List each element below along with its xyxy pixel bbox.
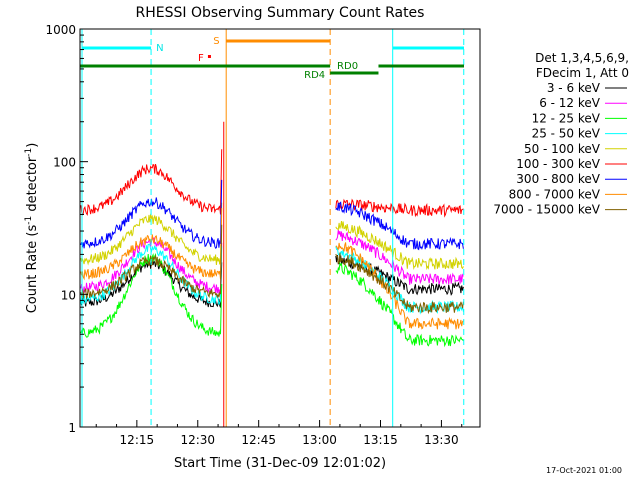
x-tick-label: 12:30 xyxy=(180,433,215,447)
x-axis-label: Start Time (31-Dec-09 12:01:02) xyxy=(174,456,386,471)
legend-item-label: 7000 - 15000 keV xyxy=(493,203,600,217)
series-100-300-kev-post-line xyxy=(335,198,464,218)
series-6-12-kev-post-line xyxy=(335,229,464,285)
x-tick-label: 13:30 xyxy=(424,433,459,447)
series-100-300-kev-pre-line xyxy=(80,149,223,217)
legend-item-label: 12 - 25 keV xyxy=(532,111,601,125)
legend-item-label: 50 - 100 keV xyxy=(524,142,601,156)
flare-marker xyxy=(207,55,211,58)
plot-frame xyxy=(79,28,481,428)
legend-item-label: 3 - 6 keV xyxy=(547,81,601,95)
x-tick-label: 13:00 xyxy=(302,433,337,447)
legend-header-line-1: Det 1,3,4,5,6,9, xyxy=(535,51,629,65)
series-50-100-kev-post-line xyxy=(335,221,464,271)
series-12-25-kev-pre-line xyxy=(80,252,223,338)
series-800-7000-kev-post-line xyxy=(335,242,464,330)
legend: Det 1,3,4,5,6,9, FDecim 1, Att 0 3 - 6 k… xyxy=(493,51,629,217)
y-tick-label: 100 xyxy=(53,156,76,170)
saa-label: S xyxy=(213,36,219,47)
legend-item-label: 100 - 300 keV xyxy=(516,157,600,171)
axes: 12:15 12:30 12:45 13:00 13:15 13:30 1 10 100 1000 xyxy=(45,23,463,447)
series-300-800-kev-pre-line xyxy=(80,179,223,249)
series-50-100-kev-pre-line xyxy=(80,202,223,266)
y-tick-label: 10 xyxy=(61,288,76,302)
x-tick-label: 12:15 xyxy=(120,433,155,447)
rd4-label: RD4 xyxy=(304,70,325,81)
series-layer xyxy=(80,149,464,348)
flare-label: F xyxy=(198,53,204,64)
y-axis-label: Count Rate (s-1 detector-1) xyxy=(24,143,40,314)
x-tick-label: 13:15 xyxy=(363,433,398,447)
legend-item-label: 6 - 12 keV xyxy=(539,96,601,110)
series-300-800-kev-post-line xyxy=(335,201,464,251)
legend-header-line-2: FDecim 1, Att 0 xyxy=(536,66,629,80)
legend-item-label: 25 - 50 keV xyxy=(532,127,601,141)
x-tick-label: 12:45 xyxy=(241,433,276,447)
overlay-layer: N SF RD0 RD4 xyxy=(80,29,465,427)
chart-title: RHESSI Observing Summary Count Rates xyxy=(136,5,425,21)
rd0-label: RD0 xyxy=(337,61,358,72)
night-label: N xyxy=(156,43,163,54)
y-tick-label: 1 xyxy=(68,421,76,435)
y-tick-label: 1000 xyxy=(45,23,76,37)
legend-item-label: 300 - 800 keV xyxy=(516,172,600,186)
series-7000-15000-kev-post-line xyxy=(335,252,464,315)
series-800-7000-kev-pre-line xyxy=(80,208,223,281)
series-12-25-kev-post-line xyxy=(335,261,464,348)
series-7000-15000-kev-pre-line xyxy=(80,224,223,299)
generation-timestamp: 17-Oct-2021 01:00 xyxy=(546,466,622,475)
legend-item-label: 800 - 7000 keV xyxy=(509,187,601,201)
